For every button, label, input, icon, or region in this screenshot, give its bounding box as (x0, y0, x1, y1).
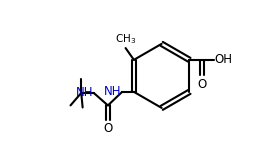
Text: CH$_3$: CH$_3$ (115, 33, 136, 46)
Text: O: O (103, 122, 113, 135)
Text: OH: OH (214, 53, 232, 66)
Text: O: O (197, 78, 206, 90)
Text: NH: NH (104, 85, 122, 98)
Text: NH: NH (76, 86, 93, 99)
